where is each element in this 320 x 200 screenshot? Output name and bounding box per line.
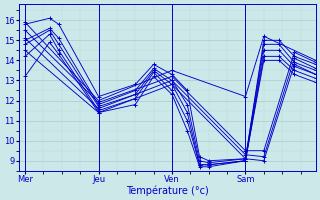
X-axis label: Température (°c): Température (°c) (126, 185, 209, 196)
